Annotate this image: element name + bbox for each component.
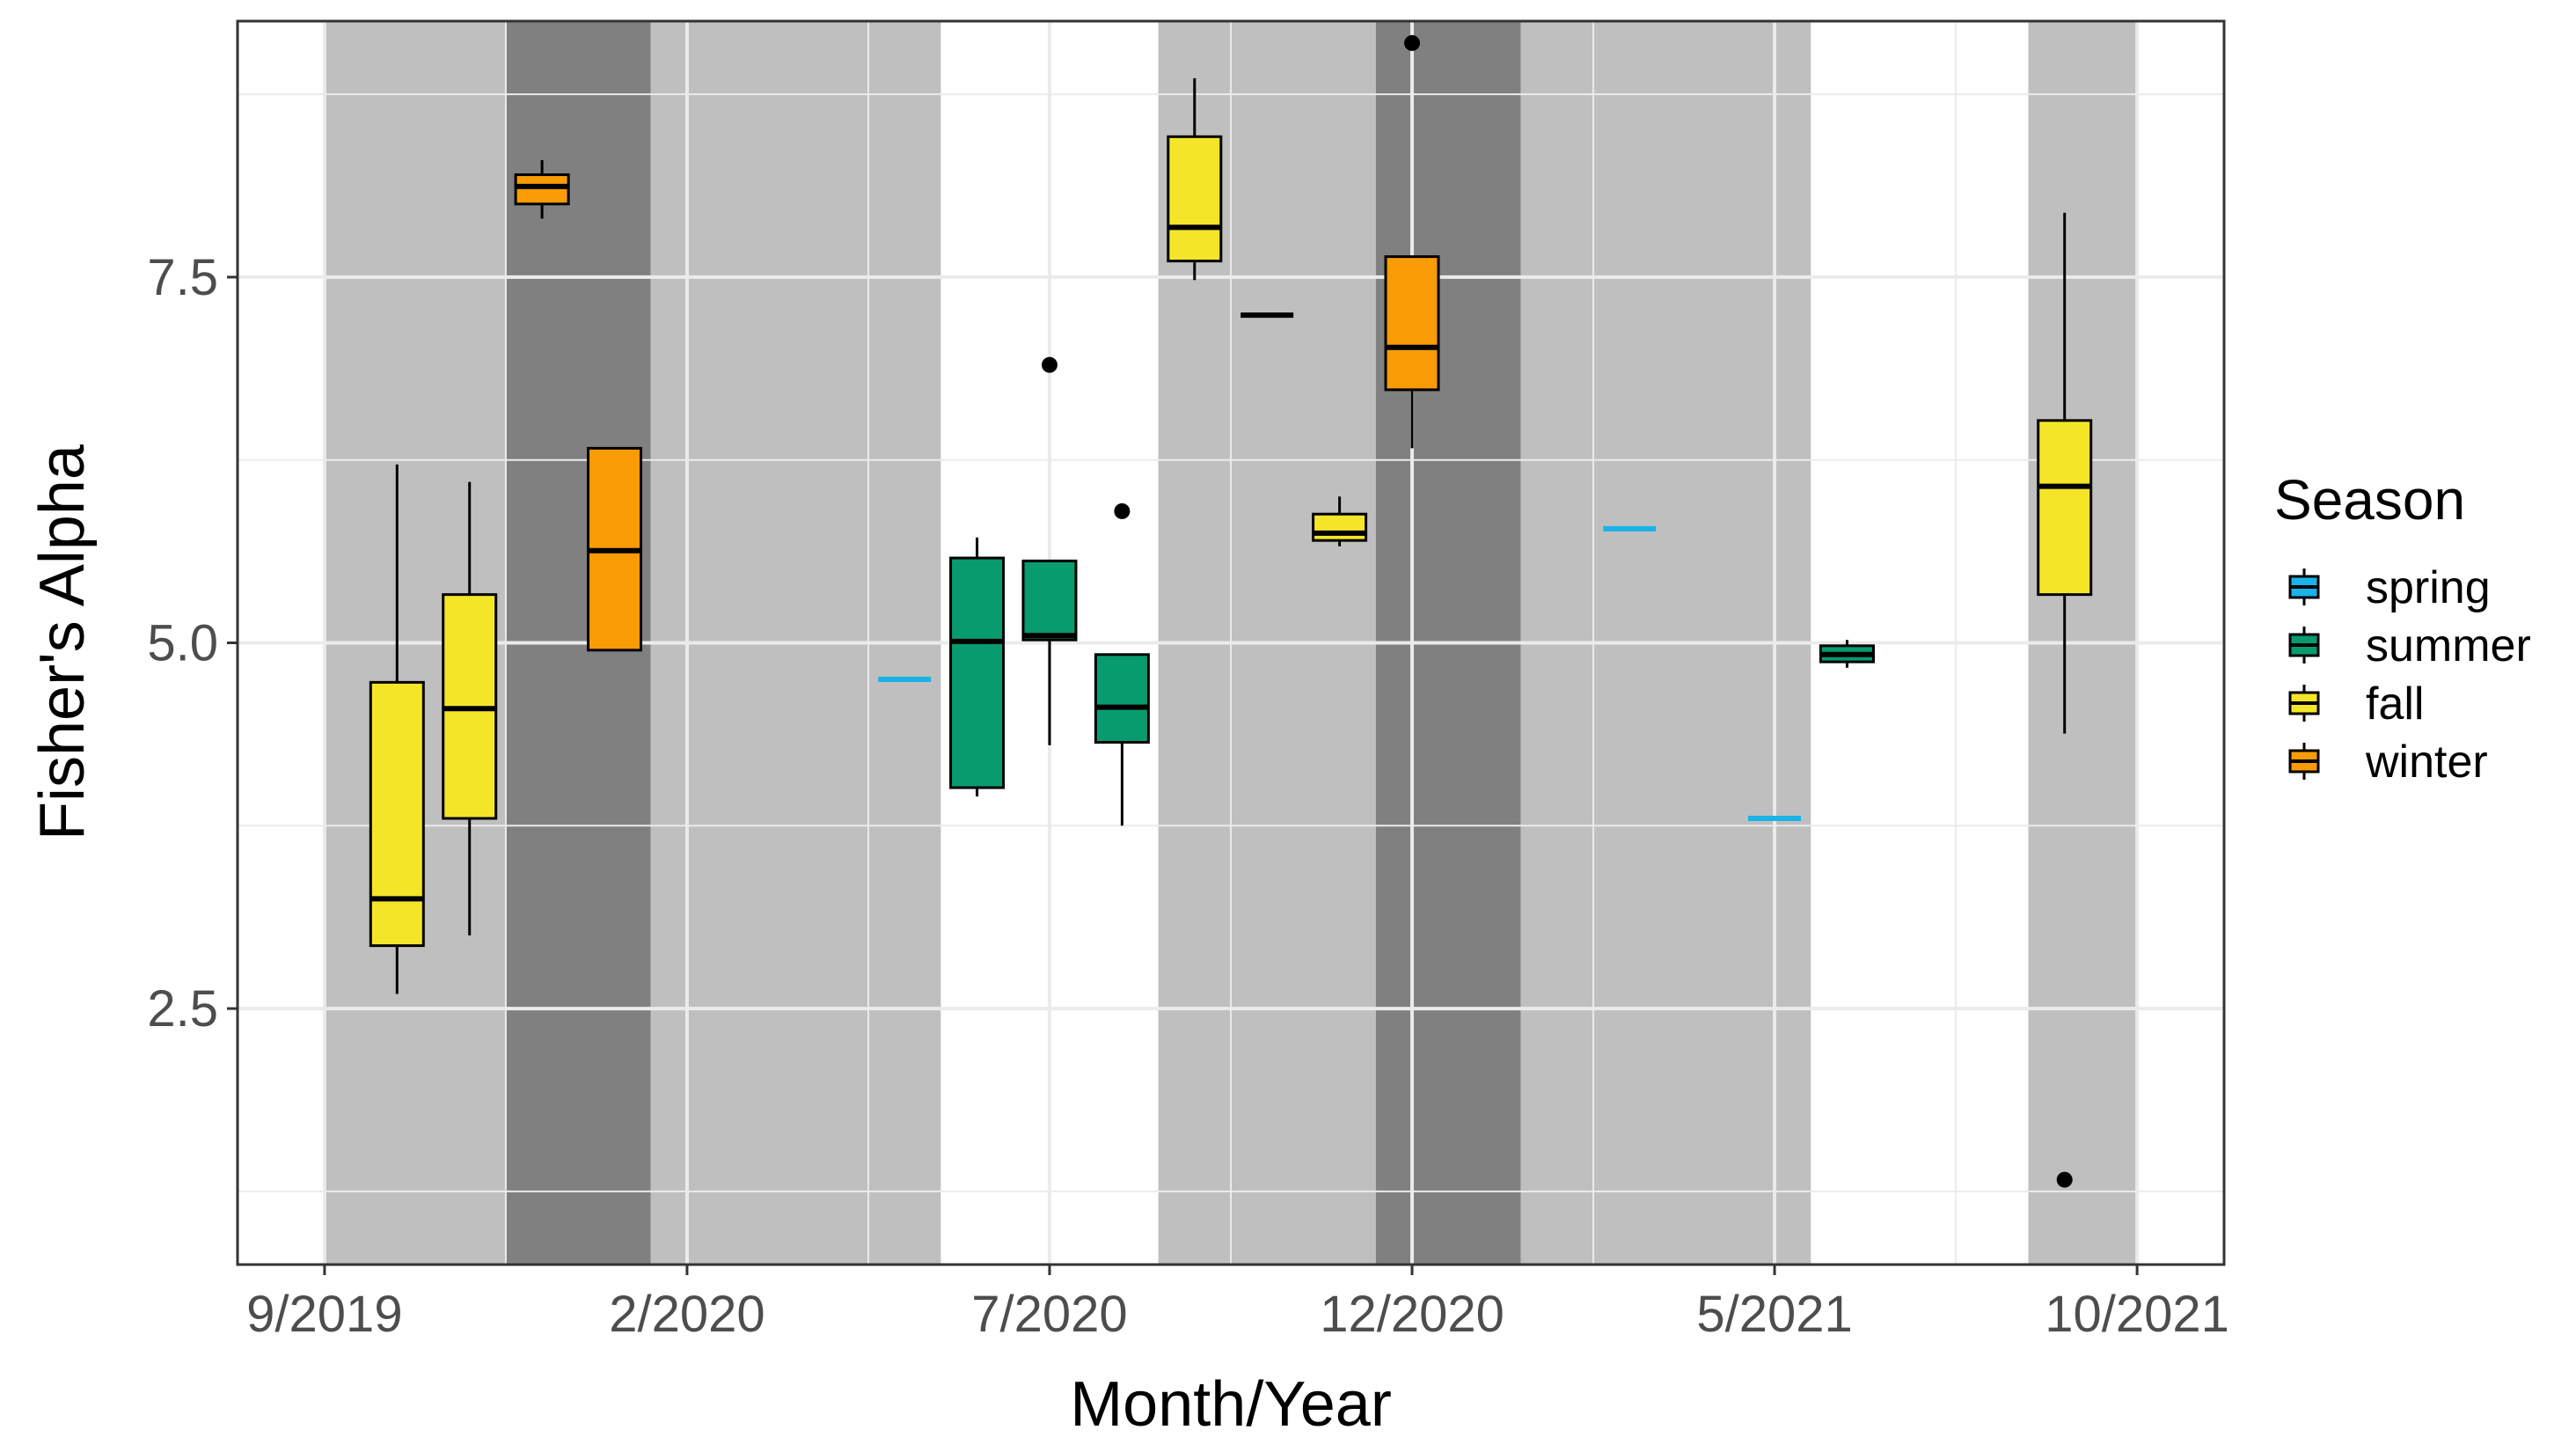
- box-winter: [514, 159, 570, 219]
- legend-entry-fall: fall: [2285, 678, 2424, 730]
- y-axis: 2.5 5.0 7.5: [147, 249, 238, 1038]
- legend-label: summer: [2366, 620, 2531, 671]
- box-summer: [1819, 640, 1875, 668]
- grid-lines: [238, 21, 2224, 1265]
- legend-label: spring: [2366, 562, 2491, 613]
- box-plots: [369, 34, 2093, 1188]
- outlier-point: [1404, 34, 1421, 51]
- outlier-point: [1114, 502, 1131, 519]
- x-tick-label: 2/2020: [609, 1286, 765, 1343]
- box-body: [949, 556, 1006, 789]
- box-winter: [587, 446, 643, 652]
- outlier-point: [1041, 356, 1057, 373]
- x-tick-label: 5/2021: [1696, 1286, 1852, 1343]
- outlier-point: [2056, 1171, 2073, 1188]
- box-body: [1094, 653, 1150, 744]
- box-summer: [1021, 356, 1078, 745]
- legend-label: fall: [2366, 678, 2424, 730]
- y-tick-label: 5.0: [147, 615, 218, 672]
- legend-label: winter: [2365, 737, 2488, 788]
- x-tick-label: 7/2020: [971, 1286, 1127, 1343]
- box-fall: [442, 481, 498, 935]
- box-body: [1167, 135, 1223, 263]
- box-fall: [369, 464, 425, 994]
- legend-entry-spring: spring: [2285, 562, 2491, 613]
- box-winter: [1384, 34, 1440, 449]
- box-body: [514, 173, 570, 206]
- legend-entry-summer: summer: [2285, 620, 2531, 671]
- legend-entry-winter: winter: [2285, 737, 2488, 788]
- x-axis: 9/2019 2/2020 7/2020 12/2020 5/2021 10/2021: [246, 1265, 2229, 1343]
- y-tick-label: 7.5: [147, 249, 218, 306]
- x-tick-label: 12/2020: [1320, 1286, 1504, 1343]
- box-body: [369, 680, 425, 948]
- box-fall: [1167, 77, 1223, 281]
- box-body: [1021, 559, 1078, 642]
- y-axis-title: Fisher's Alpha: [27, 444, 98, 840]
- box-summer: [1094, 502, 1150, 826]
- legend-title: Season: [2274, 468, 2465, 532]
- y-tick-label: 2.5: [147, 980, 218, 1038]
- x-tick-label: 9/2019: [246, 1286, 402, 1343]
- box-fall: [2037, 212, 2093, 1188]
- box-summer: [949, 537, 1006, 797]
- box-body: [1384, 255, 1440, 392]
- x-axis-title: Month/Year: [1070, 1369, 1392, 1440]
- x-tick-label: 10/2021: [2045, 1286, 2229, 1343]
- box-body: [2037, 419, 2093, 597]
- box-fall: [1312, 496, 1368, 546]
- box-body: [1312, 512, 1368, 542]
- legend: Season spring summer fall winter: [2274, 468, 2531, 788]
